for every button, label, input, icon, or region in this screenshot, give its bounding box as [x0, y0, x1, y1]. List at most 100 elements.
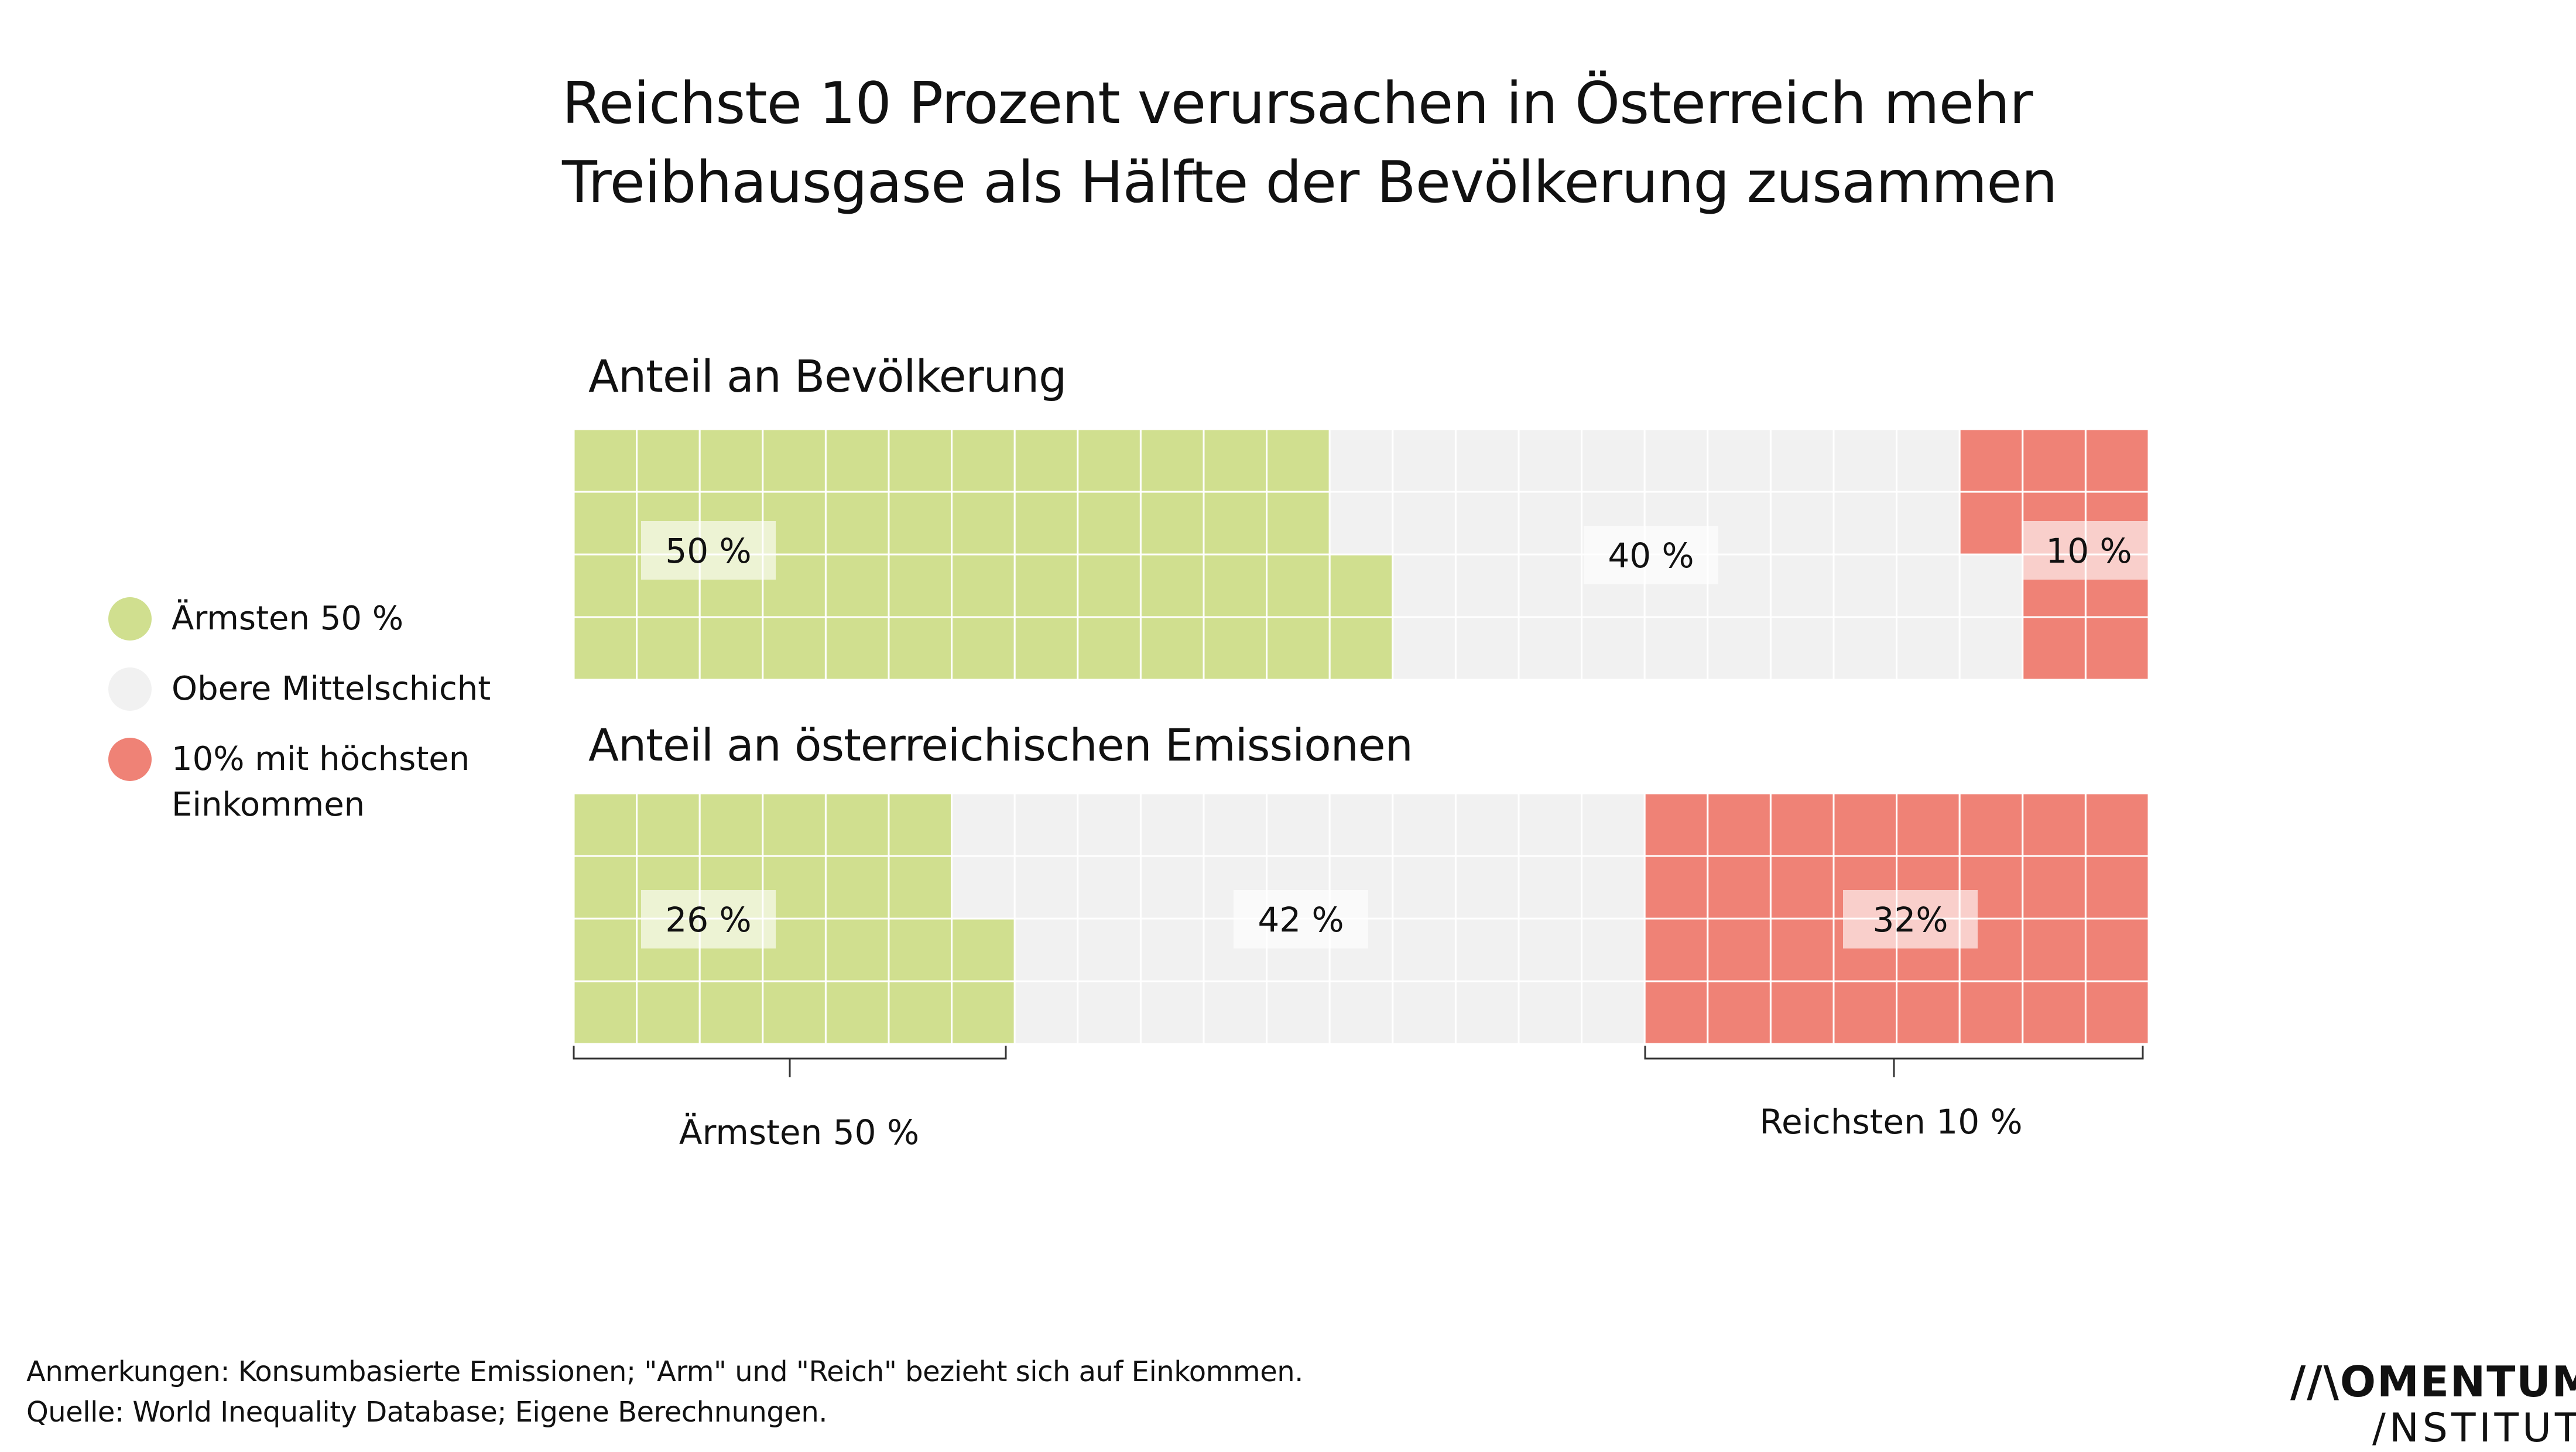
waffle-cell-middle — [1643, 616, 1709, 681]
waffle-cell-poorest — [1266, 553, 1331, 618]
waffle-cell-poorest — [951, 917, 1016, 982]
waffle-cell-poorest — [1013, 553, 1079, 618]
waffle-cell-middle — [1769, 553, 1835, 618]
waffle-cell-middle — [1707, 428, 1772, 493]
waffle-cell-middle — [951, 792, 1016, 857]
waffle-cell-poorest — [636, 616, 701, 681]
waffle-cell-middle — [1581, 792, 1646, 857]
waffle-cell-richest — [2022, 855, 2087, 920]
waffle-cell-middle — [1392, 553, 1457, 618]
waffle-cell-middle — [1328, 491, 1394, 556]
legend-label-richest: 10% mit höchsten Einkommen — [172, 737, 470, 828]
waffle-cell-middle — [1517, 917, 1583, 982]
waffle-cell-middle — [1896, 616, 1961, 681]
waffle-cell-middle — [1328, 980, 1394, 1045]
waffle-cell-poorest — [762, 980, 827, 1045]
waffle-cell-middle — [1266, 792, 1331, 857]
waffle-cell-richest — [2022, 917, 2087, 982]
legend-label-richest-line-1: 10% mit höchsten — [172, 740, 470, 778]
waffle-cell-poorest — [762, 428, 827, 493]
waffle-cell-poorest — [888, 792, 953, 857]
waffle-cell-middle — [1454, 491, 1520, 556]
waffle-cell-poorest — [824, 792, 890, 857]
waffle-cell-middle — [1517, 980, 1583, 1045]
waffle-cell-poorest — [888, 980, 953, 1045]
data-label-richest: 10 % — [2046, 531, 2132, 571]
waffle-cell-richest — [2022, 980, 2087, 1045]
waffle-cell-poorest — [1328, 616, 1394, 681]
waffle-cell-poorest — [573, 792, 638, 857]
waffle-cell-poorest — [636, 792, 701, 857]
waffle-cell-richest — [2084, 855, 2150, 920]
waffle-cell-middle — [1896, 491, 1961, 556]
waffle-cell-middle — [1517, 553, 1583, 618]
data-label-middle: 42 % — [1258, 900, 1344, 940]
waffle-cell-middle — [1581, 428, 1646, 493]
legend-item-middle: Obere Mittelschicht — [108, 667, 491, 712]
waffle-cell-middle — [1581, 855, 1646, 920]
logo-subline: /NSTITUT — [2372, 1405, 2576, 1451]
waffle-cell-richest — [1958, 491, 2024, 556]
data-label-box-poorest — [641, 890, 776, 948]
legend-swatch-middle — [108, 667, 152, 711]
data-label-richest: 32% — [1873, 900, 1948, 940]
logo-wordmark: //\OMENTUM — [2290, 1357, 2576, 1406]
momentum-institut-logo: //\OMENTUM /NSTITUT — [2290, 1358, 2576, 1452]
waffle-cell-middle — [1517, 792, 1583, 857]
waffle-cell-middle — [1896, 428, 1961, 493]
bracket-richest — [1644, 1046, 2144, 1077]
waffle-cell-poorest — [951, 428, 1016, 493]
waffle-cell-richest — [1769, 980, 1835, 1045]
legend-label-poorest-line-1: Ärmsten 50 % — [172, 600, 404, 638]
waffle-cell-middle — [1266, 980, 1331, 1045]
waffle-cell-middle — [1392, 917, 1457, 982]
waffle-cell-middle — [1958, 616, 2024, 681]
waffle-cell-poorest — [573, 917, 638, 982]
waffle-cell-poorest — [824, 616, 890, 681]
waffle-cell-middle — [1832, 491, 1898, 556]
waffle-cell-middle — [1013, 917, 1079, 982]
waffle-cell-poorest — [573, 491, 638, 556]
waffle-cell-middle — [1581, 980, 1646, 1045]
waffle-cell-richest — [1958, 428, 2024, 493]
waffle-cell-richest — [2084, 792, 2150, 857]
panel-title-population: Anteil an Bevölkerung — [588, 350, 1067, 402]
waffle-cell-richest — [1769, 792, 1835, 857]
legend-swatch-poorest — [108, 597, 152, 641]
waffle-cell-poorest — [1077, 616, 1142, 681]
waffle-cell-poorest — [1013, 491, 1079, 556]
waffle-cell-middle — [1454, 616, 1520, 681]
legend-label-middle-line-1: Obere Mittelschicht — [172, 670, 491, 708]
waffle-cell-middle — [1328, 792, 1394, 857]
legend-label-richest-line-2: Einkommen — [172, 786, 365, 824]
waffle-cell-richest — [2022, 616, 2087, 681]
waffle-cell-richest — [1707, 792, 1772, 857]
waffle-cell-poorest — [1077, 428, 1142, 493]
waffle-cell-poorest — [1139, 491, 1205, 556]
waffle-cell-richest — [2022, 792, 2087, 857]
waffle-cell-richest — [1643, 855, 1709, 920]
waffle-cell-poorest — [1139, 553, 1205, 618]
waffle-cell-poorest — [1013, 428, 1079, 493]
legend-label-middle: Obere Mittelschicht — [172, 666, 491, 712]
waffle-cell-richest — [1769, 917, 1835, 982]
waffle-cell-poorest — [762, 616, 827, 681]
waffle-cell-poorest — [951, 491, 1016, 556]
waffle-cell-richest — [1707, 917, 1772, 982]
waffle-cell-middle — [1013, 980, 1079, 1045]
waffle-cell-richest — [1958, 792, 2024, 857]
waffle-cell-middle — [1454, 792, 1520, 857]
waffle-cell-poorest — [1139, 616, 1205, 681]
waffle-cell-poorest — [636, 428, 701, 493]
data-label-poorest: 50 % — [665, 531, 751, 571]
waffle-cell-richest — [1643, 980, 1709, 1045]
waffle-cell-richest — [1769, 855, 1835, 920]
waffle-cell-poorest — [888, 855, 953, 920]
data-label-box-middle — [1584, 526, 1718, 584]
waffle-cell-poorest — [1139, 428, 1205, 493]
waffle-cell-richest — [1832, 792, 1898, 857]
waffle-cell-middle — [1203, 792, 1268, 857]
waffle-cell-middle — [1896, 553, 1961, 618]
waffle-cell-middle — [1769, 491, 1835, 556]
